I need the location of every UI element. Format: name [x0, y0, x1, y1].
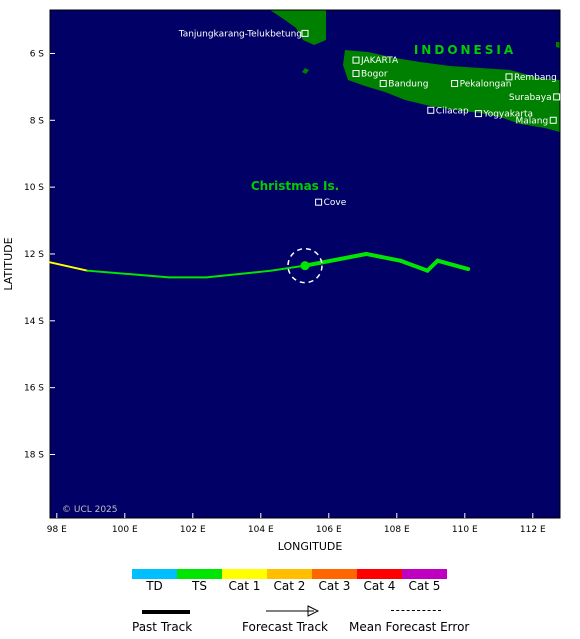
- past-track-segment: [205, 269, 272, 279]
- x-tick-label: 104 E: [248, 525, 274, 535]
- legend-swatch: [357, 569, 402, 579]
- place-name: Surabaya: [509, 93, 552, 103]
- current-position-marker: [300, 261, 310, 271]
- place-name: Bandung: [388, 80, 428, 90]
- past-track-segment: [270, 264, 306, 272]
- y-tick-label: 16 S: [24, 384, 44, 394]
- small-island-east: [556, 42, 560, 48]
- island-label: Christmas Is.: [251, 179, 339, 193]
- place-markers: Tanjungkarang-Telukbetung JAKARTA BogorBan…: [178, 29, 561, 208]
- forecast-track-segment: [364, 251, 403, 263]
- forecast-track-label: Forecast Track: [242, 620, 328, 634]
- country-label: INDONESIA: [414, 43, 516, 57]
- storm-track-map: 98 E 100 E 102 E 104 E 106 E 108 E 110 E 112 E 6…: [2, 9, 561, 553]
- place-name: Pekalongan: [460, 80, 512, 90]
- x-tick-label: 108 E: [384, 525, 410, 535]
- intensity-legend-bar: [132, 569, 447, 579]
- x-tick-label: 102 E: [180, 525, 206, 535]
- x-tick-label: 110 E: [452, 525, 478, 535]
- y-tick-label: 18 S: [24, 451, 44, 461]
- forecast-track-key: Forecast Track: [242, 600, 328, 634]
- place-marker: [474, 110, 482, 118]
- small-island: [302, 68, 309, 74]
- java-landmass: [343, 50, 560, 132]
- legend-swatch: [312, 569, 357, 579]
- y-axis-title: LATITUDE: [2, 237, 15, 290]
- legend-category-label: TS: [192, 579, 207, 593]
- past-track-label: Past Track: [132, 620, 193, 634]
- place-marker: [352, 56, 360, 64]
- place-marker: [427, 106, 435, 114]
- intensity-legend-labels: TD TS Cat 1 Cat 2 Cat 3 Cat 4 Cat 5: [132, 579, 447, 593]
- forecast-track-segment: [425, 258, 440, 273]
- legend-category-label: TD: [146, 579, 163, 593]
- forecast-track-segment: [435, 258, 471, 272]
- map-frame: [49, 9, 561, 519]
- place-marker: [549, 116, 557, 124]
- place-name: JAKARTA: [360, 56, 399, 66]
- x-tick-label: 112 E: [520, 525, 546, 535]
- place-name: Rembang: [514, 73, 557, 83]
- forecast-track-segment: [398, 258, 430, 273]
- place-marker: [505, 73, 513, 81]
- place-marker: [315, 198, 323, 206]
- y-tick-label: 10 S: [24, 183, 44, 193]
- error-label: Mean Forecast Error: [349, 620, 470, 634]
- place-name: Tanjungkarang-Telukbetung: [178, 29, 302, 39]
- place-marker: [301, 29, 309, 37]
- place-marker: [352, 70, 360, 77]
- copyright-text: © UCL 2025: [62, 505, 118, 515]
- y-tick-label: 14 S: [24, 317, 44, 327]
- forecast-error-circle: [287, 247, 323, 284]
- legend-swatch: [402, 569, 447, 579]
- place-name: Bogor: [361, 70, 388, 80]
- forecast-arrow-icon: [266, 605, 320, 617]
- error-dashed-line: [391, 610, 441, 611]
- past-track-key: Past Track: [132, 600, 192, 634]
- x-tick-label: 98 E: [47, 525, 67, 535]
- y-tick-label: 6 S: [30, 49, 45, 59]
- legend-category-label: Cat 3: [318, 579, 351, 593]
- sumatra-landmass: [270, 10, 326, 45]
- legend-swatch: [267, 569, 312, 579]
- legend-swatch: [132, 569, 177, 579]
- place-marker: [553, 93, 561, 101]
- legend-category-label: Cat 5: [408, 579, 441, 593]
- place-marker: [379, 80, 387, 88]
- error-key: Mean Forecast Error: [349, 600, 469, 634]
- place-name: Yogyakarta: [482, 110, 533, 120]
- legend-category-label: Cat 4: [363, 579, 396, 593]
- forecast-track-segment: [303, 251, 369, 268]
- storm-tracks: [49, 247, 471, 284]
- place-name: Cove: [324, 198, 347, 208]
- legend-category-label: Cat 2: [273, 579, 306, 593]
- place-name: Cilacap: [436, 106, 469, 116]
- x-tick-label: 100 E: [112, 525, 138, 535]
- past-track-line: [142, 610, 190, 614]
- past-track-segment: [86, 269, 170, 279]
- x-tick-label: 106 E: [316, 525, 342, 535]
- past-track-segment: [49, 261, 89, 272]
- x-axis-title: LONGITUDE: [278, 540, 343, 553]
- legend-swatch: [222, 569, 267, 579]
- legend-swatch: [177, 569, 222, 579]
- y-tick-label: 8 S: [30, 116, 45, 126]
- axis-ticks: 98 E 100 E 102 E 104 E 106 E 108 E 110 E 112 E 6…: [24, 49, 546, 535]
- y-tick-label: 12 S: [24, 250, 44, 260]
- place-marker: [451, 80, 459, 88]
- place-name: Malang: [515, 116, 548, 126]
- legend-category-label: Cat 1: [228, 579, 261, 593]
